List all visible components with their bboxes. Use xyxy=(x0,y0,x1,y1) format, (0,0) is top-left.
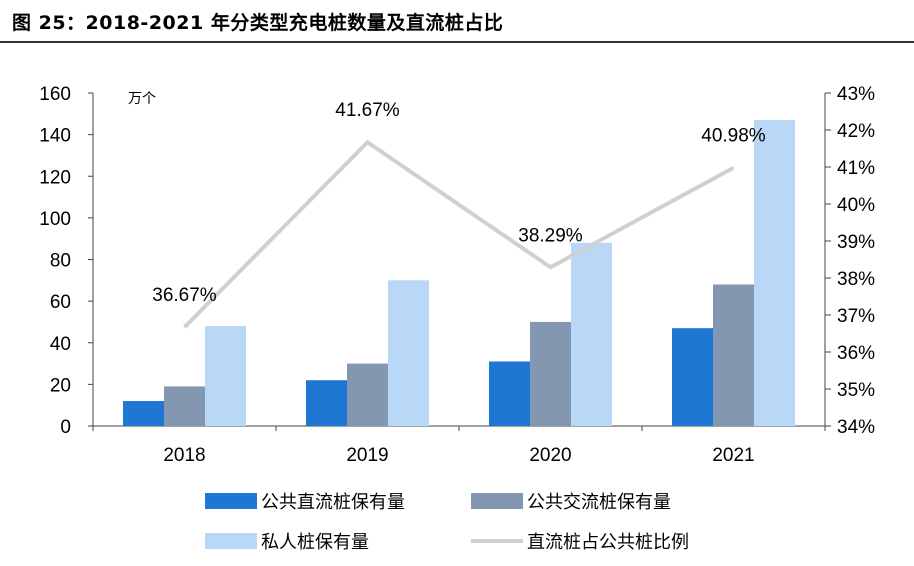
line-data-label: 38.29% xyxy=(518,225,583,246)
y2-tick-label: 43% xyxy=(837,84,875,105)
line-data-label: 40.98% xyxy=(701,126,766,147)
x-tick-label: 2021 xyxy=(712,445,754,466)
title-divider xyxy=(0,41,914,43)
y2-tick-label: 34% xyxy=(837,417,875,438)
y-tick-label: 140 xyxy=(39,126,71,147)
legend-label: 公共直流桩保有量 xyxy=(261,492,405,512)
y-tick-label: 20 xyxy=(50,375,71,396)
y-tick-label: 100 xyxy=(39,209,71,230)
chart-line: 36.67% 41.67% 38.29% 40.98% xyxy=(152,100,766,329)
y-tick-label: 160 xyxy=(39,84,71,105)
bar-私人桩保有量-2020 xyxy=(571,242,612,426)
figure-title: 图 25：2018-2021 年分类型充电桩数量及直流桩占比 xyxy=(12,12,504,34)
x-tick-label: 2018 xyxy=(163,445,205,466)
y2-tick-label: 36% xyxy=(837,343,875,364)
bar-私人桩保有量-2021 xyxy=(754,120,795,427)
line-直流桩占公共桩比例 xyxy=(183,139,735,329)
y-tick-label: 120 xyxy=(39,167,71,188)
chart-bars xyxy=(123,120,795,427)
y-unit-label: 万个 xyxy=(128,90,156,106)
y-tick-label: 60 xyxy=(50,292,71,313)
legend-swatch xyxy=(471,493,523,509)
y2-tick-label: 35% xyxy=(837,380,875,401)
bar-公共直流桩保有量-2020 xyxy=(489,361,530,426)
x-tick-label: 2020 xyxy=(529,445,571,466)
line-data-label: 41.67% xyxy=(335,100,400,121)
bar-公共交流桩保有量-2020 xyxy=(530,321,571,426)
bar-公共交流桩保有量-2019 xyxy=(347,363,388,426)
y2-tick-label: 42% xyxy=(837,121,875,142)
y-tick-label: 40 xyxy=(50,334,71,355)
bar-公共交流桩保有量-2021 xyxy=(713,284,754,426)
line-data-label: 36.67% xyxy=(152,285,217,306)
bar-公共直流桩保有量-2018 xyxy=(123,401,164,426)
bar-私人桩保有量-2019 xyxy=(388,280,429,426)
x-tick-label: 2019 xyxy=(346,445,388,466)
legend-label: 公共交流桩保有量 xyxy=(527,492,671,512)
y-tick-label: 80 xyxy=(50,251,71,272)
bar-公共交流桩保有量-2018 xyxy=(164,386,205,426)
y2-tick-label: 38% xyxy=(837,269,875,290)
y2-tick-label: 39% xyxy=(837,232,875,253)
legend-label: 直流桩占公共桩比例 xyxy=(527,532,689,552)
bar-公共直流桩保有量-2021 xyxy=(672,328,713,426)
y2-tick-label: 37% xyxy=(837,306,875,327)
y-tick-label: 0 xyxy=(60,417,71,438)
legend-swatch xyxy=(205,533,257,549)
chart-axes: 0 20 40 60 80 100 120 140 160 万个 34% 35% 36% 37% 38% 39… xyxy=(39,84,875,466)
y2-tick-label: 41% xyxy=(837,158,875,179)
y2-tick-label: 40% xyxy=(837,195,875,216)
legend-label: 私人桩保有量 xyxy=(261,532,369,552)
bar-私人桩保有量-2018 xyxy=(205,326,246,426)
bar-公共直流桩保有量-2019 xyxy=(306,380,347,426)
legend-swatch xyxy=(205,493,257,509)
